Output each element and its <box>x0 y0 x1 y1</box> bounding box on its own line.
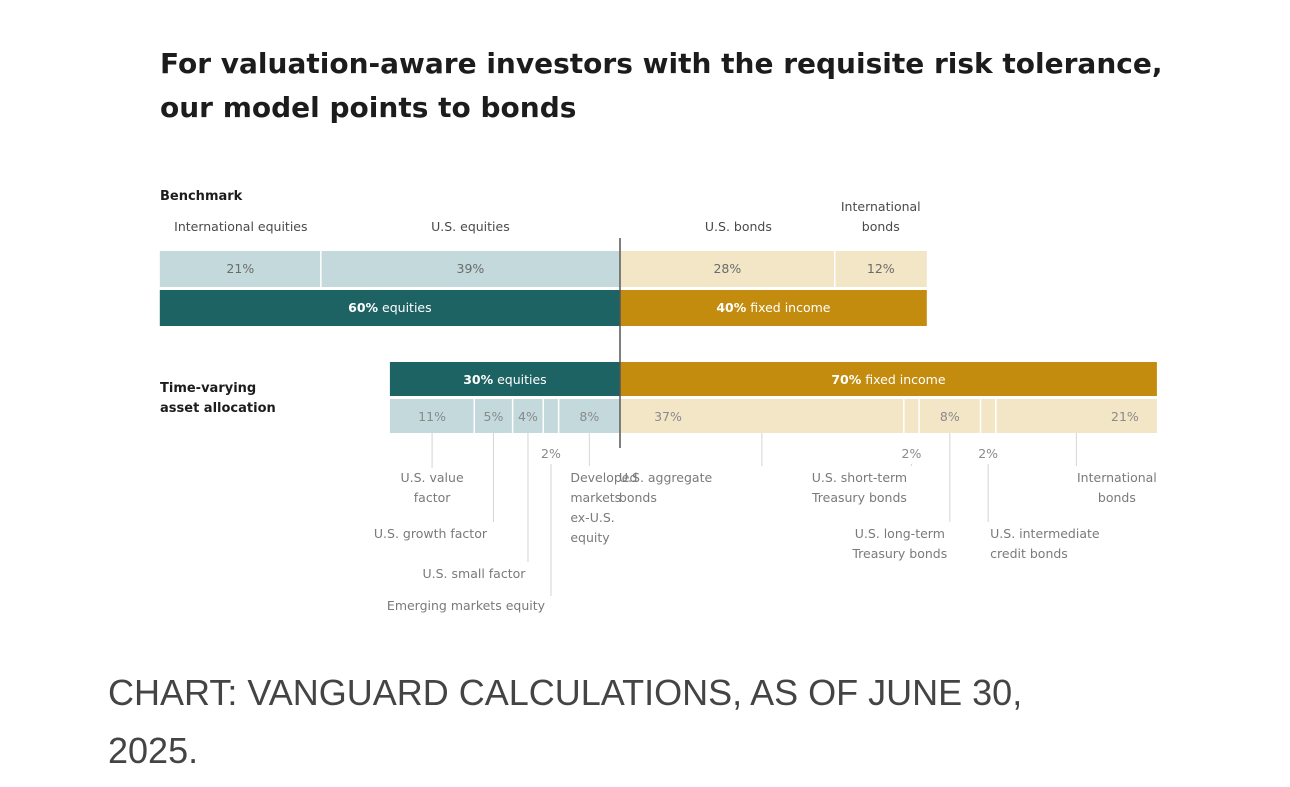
tvaa-summary-equities <box>389 362 620 396</box>
benchmark-row-label: Benchmark <box>160 189 243 204</box>
chart-title: For valuation-aware investors with the r… <box>160 42 1180 130</box>
tvaa-category-developed-markets-ex-u-s-equity-line-2: markets <box>570 490 621 505</box>
benchmark-category-u-s-bonds-line-1: U.S. bonds <box>705 219 772 234</box>
benchmark-segment-u-s-bonds <box>620 251 835 287</box>
benchmark-summary-fixed-income <box>620 290 927 326</box>
benchmark-segment-international-bonds <box>834 251 927 287</box>
tvaa-segment-u-s-intermediate-credit-bonds <box>980 399 996 433</box>
tvaa-value-label-international-bonds: 21% <box>1111 409 1139 424</box>
caption-line-1: CHART: VANGUARD CALCULATIONS, AS OF JUNE… <box>108 672 1023 713</box>
tvaa-category-u-s-aggregate-bonds-line-1: U.S. aggregate <box>619 470 713 485</box>
benchmark-segment-international-equities <box>159 251 321 287</box>
tvaa-value-label-u-s-aggregate-bonds: 37% <box>654 409 682 424</box>
benchmark-value-label-international-equities: 21% <box>226 261 254 276</box>
tvaa-value-label-emerging-markets-equity: 2% <box>541 446 561 461</box>
tvaa-category-u-s-value-factor-line-1: U.S. value <box>401 470 464 485</box>
tvaa-category-u-s-growth-factor-line-1: U.S. growth factor <box>374 526 488 541</box>
tvaa-category-developed-markets-ex-u-s-equity-line-3: ex-U.S. <box>570 510 614 525</box>
tvaa-summary-label-equities: 30% equities <box>463 372 547 387</box>
caption-line-2: 2025. <box>108 730 199 771</box>
benchmark-category-international-equities-line-1: International equities <box>174 219 307 234</box>
tvaa-value-label-u-s-long-term-treasury-bonds: 8% <box>940 409 960 424</box>
tvaa-value-label-u-s-short-term-treasury-bonds: 2% <box>902 446 922 461</box>
tvaa-category-u-s-aggregate-bonds-line-2: bonds <box>619 490 657 505</box>
tvaa-segment-u-s-value-factor <box>389 399 475 433</box>
tvaa-segment-u-s-short-term-treasury-bonds <box>903 399 920 433</box>
chart-title-line-1: For valuation-aware investors with the r… <box>160 47 1163 80</box>
tvaa-category-developed-markets-ex-u-s-equity-line-4: equity <box>570 530 610 545</box>
tvaa-category-developed-markets-ex-u-s-equity-line-1: Developed <box>570 470 637 485</box>
tvaa-segment-u-s-long-term-treasury-bonds <box>919 399 981 433</box>
tvaa-category-u-s-intermediate-credit-bonds-line-1: U.S. intermediate <box>990 526 1100 541</box>
benchmark-category-international-bonds-line-2: bonds <box>862 219 900 234</box>
tvaa-row-label-line-1: Time-varying <box>160 381 256 396</box>
allocation-chart: Benchmark 21% 39% 28% 12% International equit… <box>159 189 1157 613</box>
tvaa-category-u-s-intermediate-credit-bonds-line-2: credit bonds <box>990 546 1068 561</box>
tvaa-segment-developed-markets-ex-u-s-equity <box>558 399 620 433</box>
chart-source-caption: CHART: VANGUARD CALCULATIONS, AS OF JUNE… <box>108 664 1208 780</box>
chart-title-line-2: our model points to bonds <box>160 91 577 124</box>
tvaa-category-international-bonds-line-1: International <box>1077 470 1157 485</box>
tvaa-value-label-u-s-small-factor: 4% <box>518 409 538 424</box>
tvaa-value-label-u-s-intermediate-credit-bonds: 2% <box>978 446 998 461</box>
benchmark-value-label-international-bonds: 12% <box>867 261 895 276</box>
tvaa-segment-international-bonds <box>995 399 1157 433</box>
tvaa-value-label-u-s-value-factor: 11% <box>418 409 446 424</box>
tvaa-category-international-bonds-line-2: bonds <box>1098 490 1136 505</box>
tvaa-segment-emerging-markets-equity <box>543 399 559 433</box>
tvaa-category-u-s-short-term-treasury-bonds-line-2: Treasury bonds <box>811 490 907 505</box>
tvaa-summary-label-fixed-income: 70% fixed income <box>831 372 945 387</box>
tvaa-summary-fixed-income <box>620 362 1157 396</box>
benchmark-summary-equities <box>159 290 621 326</box>
tvaa-category-u-s-long-term-treasury-bonds-line-2: Treasury bonds <box>851 546 947 561</box>
tvaa-segment-u-s-growth-factor <box>474 399 513 433</box>
benchmark-segment-u-s-equities <box>320 251 620 287</box>
tvaa-value-label-developed-markets-ex-u-s-equity: 8% <box>579 409 599 424</box>
tvaa-category-u-s-short-term-treasury-bonds-line-1: U.S. short-term <box>812 470 907 485</box>
tvaa-row-label-line-2: asset allocation <box>160 401 276 416</box>
tvaa-category-emerging-markets-equity-line-1: Emerging markets equity <box>387 598 546 613</box>
benchmark-category-u-s-equities-line-1: U.S. equities <box>431 219 510 234</box>
benchmark-summary-label-equities: 60% equities <box>348 300 432 315</box>
benchmark-summary-label-fixed-income: 40% fixed income <box>716 300 830 315</box>
tvaa-category-u-s-small-factor-line-1: U.S. small factor <box>423 566 527 581</box>
tvaa-segment-u-s-aggregate-bonds <box>620 399 904 433</box>
tvaa-segment-u-s-small-factor <box>512 399 544 433</box>
benchmark-category-international-bonds-line-1: International <box>841 199 921 214</box>
tvaa-category-u-s-long-term-treasury-bonds-line-1: U.S. long-term <box>855 526 945 541</box>
benchmark-value-label-u-s-equities: 39% <box>457 261 485 276</box>
tvaa-category-u-s-value-factor-line-2: factor <box>414 490 451 505</box>
benchmark-value-label-u-s-bonds: 28% <box>713 261 741 276</box>
tvaa-value-label-u-s-growth-factor: 5% <box>484 409 504 424</box>
